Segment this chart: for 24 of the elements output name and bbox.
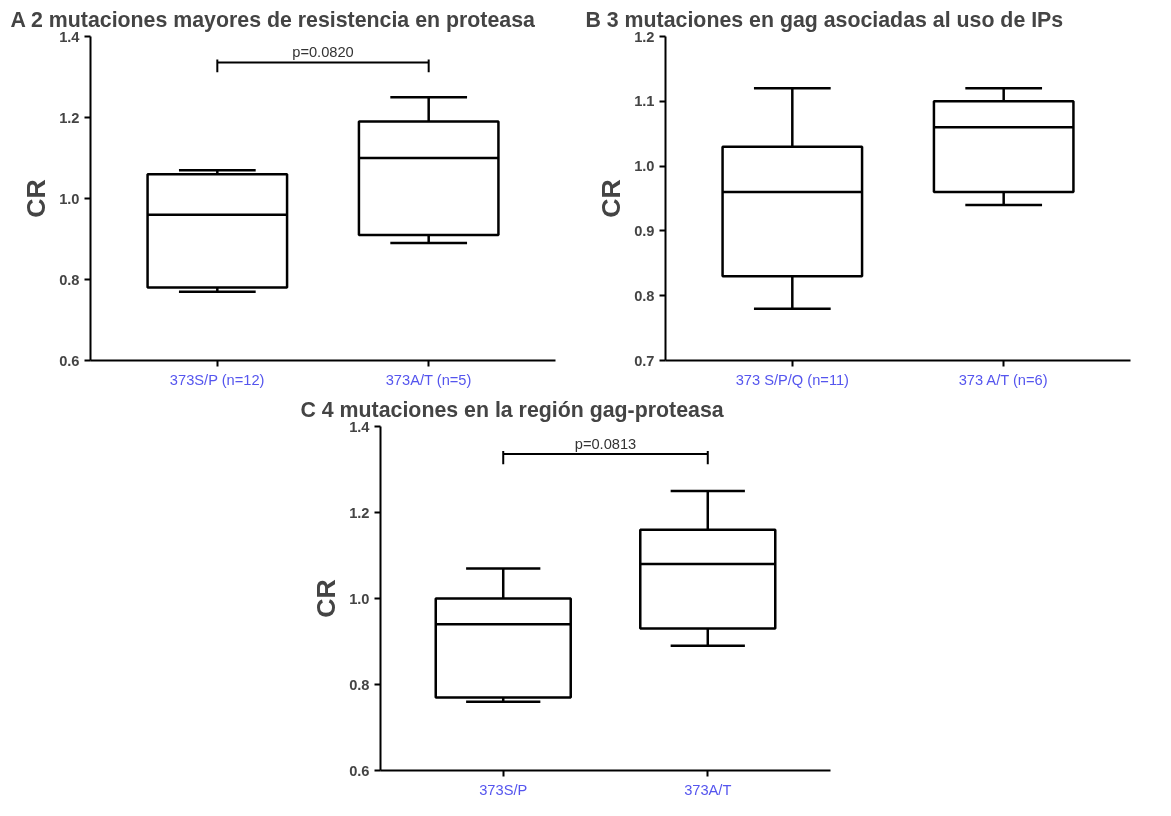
y-axis-title: CR — [596, 179, 627, 218]
y-tick-label: 1.0 — [59, 190, 80, 207]
annotation: p=0.0820 — [292, 44, 354, 61]
y-axis-title: CR — [21, 179, 52, 218]
y-tick-label: 1.2 — [349, 504, 370, 521]
x-tick-label: 373 S/P/Q (n=11) — [735, 371, 850, 388]
y-tick-label: 1.0 — [349, 590, 370, 607]
y-tick-label: 0.8 — [59, 271, 80, 288]
y-tick-label: 0.6 — [349, 762, 370, 779]
y-tick-label: 1.0 — [634, 158, 655, 175]
y-tick-label: 0.8 — [349, 676, 370, 693]
y-axis-title: CR — [311, 579, 342, 618]
x-tick-label: 373A/T (n=5) — [385, 371, 472, 388]
x-tick-label: 373 A/T (n=6) — [958, 371, 1048, 388]
x-tick-label: 373A/T — [684, 781, 732, 798]
y-tick-label: 0.6 — [59, 352, 80, 369]
x-tick-label: 373S/P (n=12) — [169, 371, 265, 388]
y-tick-label: 1.1 — [634, 93, 655, 110]
x-tick-label: 373S/P — [479, 781, 528, 798]
y-tick-label: 0.8 — [634, 287, 655, 304]
y-tick-label: 0.7 — [634, 352, 655, 369]
annotation: p=0.0813 — [574, 436, 637, 453]
y-tick-label: 0.9 — [634, 222, 655, 239]
y-tick-label: 1.2 — [59, 109, 80, 126]
